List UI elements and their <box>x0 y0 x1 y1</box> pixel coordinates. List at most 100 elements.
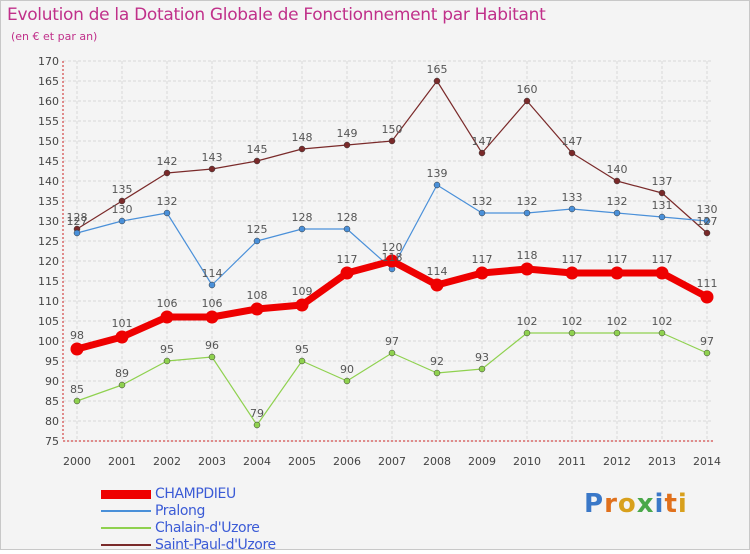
logo-letter: i <box>677 489 688 519</box>
data-point <box>118 217 126 225</box>
legend-label: Saint-Paul-d'Uzore <box>155 537 276 553</box>
data-label: 147 <box>472 135 493 148</box>
data-point <box>475 266 489 280</box>
data-label: 135 <box>112 183 133 196</box>
data-point <box>208 353 216 361</box>
axis-layer: 75 80 85 90 95 100 105 110 115 120 125 130 135 140 145… <box>38 55 721 468</box>
data-label: 145 <box>247 143 268 156</box>
data-label: 143 <box>202 151 223 164</box>
data-label: 127 <box>697 215 718 228</box>
logo-letter: t <box>664 489 678 519</box>
data-point <box>298 225 306 233</box>
data-label: 130 <box>112 203 133 216</box>
x-tick-label: 2012 <box>603 455 631 468</box>
data-point <box>163 357 171 365</box>
data-label: 128 <box>67 211 88 224</box>
data-point <box>118 381 126 389</box>
data-point <box>298 145 306 153</box>
y-tick-label: 150 <box>38 135 59 148</box>
data-point <box>160 310 174 324</box>
data-point <box>658 329 666 337</box>
data-label: 133 <box>562 191 583 204</box>
data-point <box>385 254 399 268</box>
data-label: 118 <box>382 251 403 264</box>
data-label: 93 <box>475 351 489 364</box>
chart-title: Evolution de la Dotation Globale de Fonc… <box>7 5 546 25</box>
x-tick-label: 2009 <box>468 455 496 468</box>
y-tick-label: 140 <box>38 175 59 188</box>
legend-swatch <box>101 527 151 529</box>
data-label: 117 <box>472 253 493 266</box>
data-label: 150 <box>382 123 403 136</box>
x-tick-label: 2007 <box>378 455 406 468</box>
data-label: 102 <box>517 315 538 328</box>
data-label-layer: 98 101 106 106 108 109 117 120 114 117 118 117 117 11… <box>67 63 718 420</box>
data-point <box>208 165 216 173</box>
data-point <box>73 229 81 237</box>
data-label: 160 <box>517 83 538 96</box>
data-point <box>295 298 309 312</box>
data-point <box>340 266 354 280</box>
data-label: 114 <box>202 267 223 280</box>
y-tick-label: 165 <box>38 75 59 88</box>
data-point <box>298 357 306 365</box>
data-label: 85 <box>70 383 84 396</box>
y-tick-label: 125 <box>38 235 59 248</box>
data-label: 92 <box>430 355 444 368</box>
data-label: 117 <box>562 253 583 266</box>
plot-area <box>63 61 713 441</box>
x-tick-label: 2008 <box>423 455 451 468</box>
logo-letter: x <box>636 489 655 519</box>
y-tick-label: 90 <box>45 375 59 388</box>
y-tick-label: 135 <box>38 195 59 208</box>
data-label: 132 <box>517 195 538 208</box>
data-label: 130 <box>697 203 718 216</box>
data-label: 147 <box>562 135 583 148</box>
data-label: 132 <box>607 195 628 208</box>
data-point <box>430 278 444 292</box>
data-label: 117 <box>607 253 628 266</box>
data-label: 106 <box>202 297 223 310</box>
data-point <box>433 369 441 377</box>
data-point <box>343 225 351 233</box>
legend-swatch <box>101 489 151 499</box>
data-label: 95 <box>160 343 174 356</box>
data-label: 97 <box>700 335 714 348</box>
data-label: 109 <box>292 285 313 298</box>
x-tick-label: 2014 <box>693 455 721 468</box>
x-tick-label: 2004 <box>243 455 271 468</box>
data-label: 114 <box>427 265 448 278</box>
data-point <box>610 266 624 280</box>
x-tick-label: 2005 <box>288 455 316 468</box>
data-label: 131 <box>652 199 673 212</box>
data-label: 125 <box>247 223 268 236</box>
data-label: 142 <box>157 155 178 168</box>
data-point <box>658 213 666 221</box>
data-label: 101 <box>112 317 133 330</box>
data-label: 90 <box>340 363 354 376</box>
legend-swatch <box>101 510 151 512</box>
data-label: 128 <box>292 211 313 224</box>
data-label: 165 <box>427 63 448 76</box>
data-label: 149 <box>337 127 358 140</box>
data-point <box>478 149 486 157</box>
data-point <box>253 421 261 429</box>
data-label: 102 <box>652 315 673 328</box>
y-tick-label: 80 <box>45 415 59 428</box>
data-label: 132 <box>157 195 178 208</box>
data-label: 97 <box>385 335 399 348</box>
data-point <box>388 349 396 357</box>
x-tick-label: 2001 <box>108 455 136 468</box>
y-tick-label: 120 <box>38 255 59 268</box>
y-tick-label: 155 <box>38 115 59 128</box>
data-label: 127 <box>67 215 88 228</box>
data-point <box>523 209 531 217</box>
data-point <box>70 342 84 356</box>
y-tick-label: 85 <box>45 395 59 408</box>
data-point <box>568 329 576 337</box>
data-point <box>655 266 669 280</box>
proxiti-logo: Proxiti <box>584 489 688 519</box>
data-point <box>343 141 351 149</box>
data-point <box>568 205 576 213</box>
